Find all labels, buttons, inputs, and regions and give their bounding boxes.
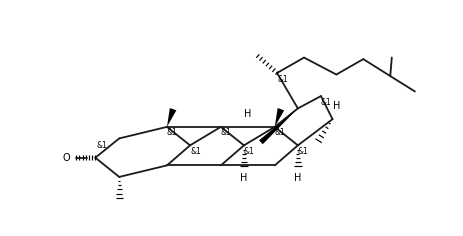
Polygon shape: [274, 108, 283, 127]
Text: &1: &1: [244, 147, 254, 156]
Polygon shape: [167, 108, 176, 127]
Text: &1: &1: [167, 128, 177, 137]
Text: &1: &1: [220, 128, 231, 137]
Text: &1: &1: [96, 141, 106, 150]
Text: &1: &1: [320, 98, 331, 107]
Text: O: O: [62, 153, 70, 163]
Text: &1: &1: [297, 147, 308, 156]
Text: H: H: [332, 101, 339, 111]
Text: &1: &1: [276, 75, 287, 84]
Polygon shape: [258, 108, 297, 144]
Text: H: H: [240, 173, 247, 183]
Text: H: H: [244, 109, 251, 119]
Text: H: H: [294, 173, 301, 183]
Text: &1: &1: [274, 128, 285, 137]
Text: &1: &1: [190, 147, 200, 156]
